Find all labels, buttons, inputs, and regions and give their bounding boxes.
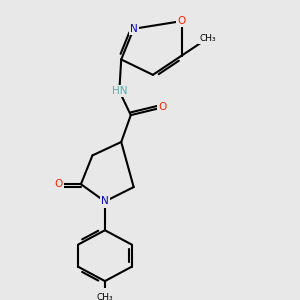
Text: O: O: [178, 16, 186, 26]
Text: HN: HN: [112, 86, 127, 96]
Text: N: N: [101, 196, 109, 206]
Text: N: N: [130, 24, 138, 34]
Text: CH₃: CH₃: [97, 293, 113, 300]
Text: O: O: [55, 179, 63, 189]
Text: CH₃: CH₃: [199, 34, 216, 43]
Text: O: O: [158, 102, 166, 112]
